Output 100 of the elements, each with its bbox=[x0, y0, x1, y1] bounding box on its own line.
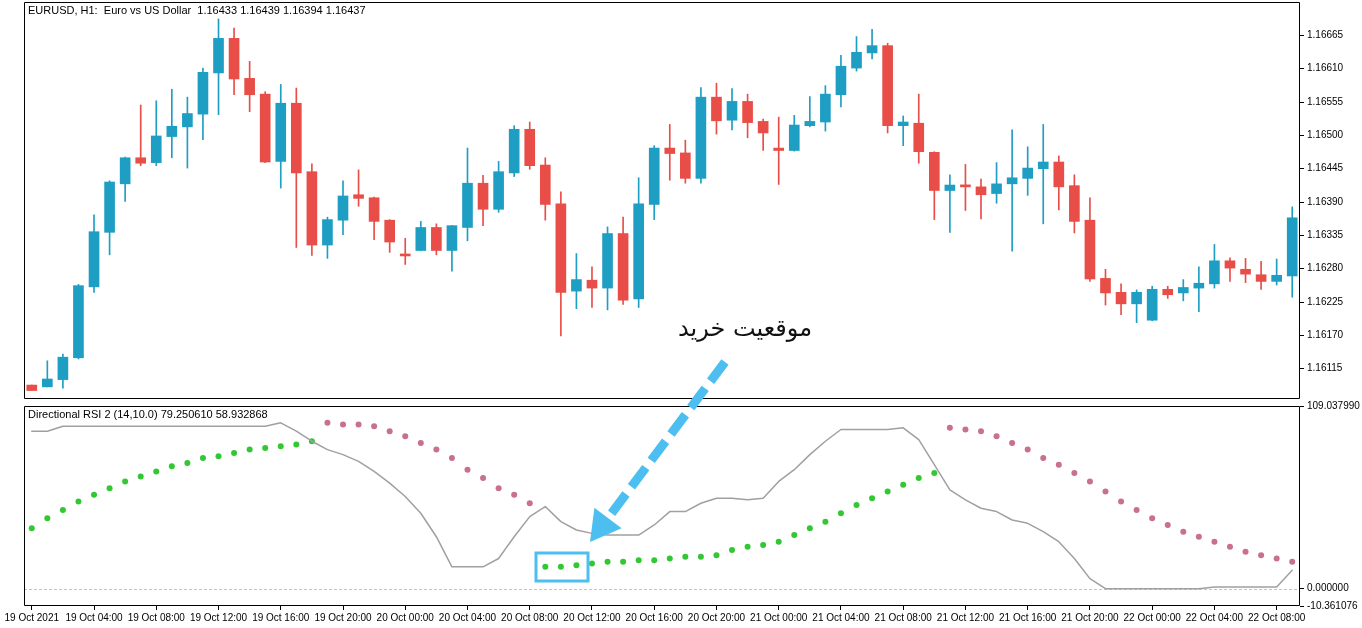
x-tick-label: 19 Oct 12:00 bbox=[189, 611, 248, 623]
candlestick bbox=[804, 96, 816, 128]
point bbox=[495, 485, 502, 492]
x-tick-label: 19 Oct 20:00 bbox=[314, 611, 373, 623]
x-tick-label: 21 Oct 12:00 bbox=[936, 611, 995, 623]
point bbox=[28, 525, 35, 532]
point bbox=[853, 501, 860, 508]
y-tick-label: 1.16335 bbox=[1307, 229, 1344, 241]
point bbox=[884, 488, 891, 495]
point bbox=[184, 460, 191, 467]
point bbox=[822, 518, 829, 525]
point bbox=[946, 424, 953, 431]
point bbox=[1164, 521, 1171, 528]
point bbox=[1195, 533, 1202, 540]
chart-title: Directional RSI 2 (14,10.0) 79.250610 58.932868 bbox=[28, 407, 268, 420]
x-tick-label: 22 Oct 00:00 bbox=[1123, 611, 1182, 623]
point bbox=[557, 563, 564, 570]
point bbox=[1055, 461, 1062, 468]
point bbox=[386, 428, 393, 435]
point bbox=[75, 498, 82, 505]
point bbox=[666, 555, 673, 562]
point bbox=[1024, 446, 1031, 453]
point bbox=[620, 558, 627, 565]
x-tick-label: 20 Oct 00:00 bbox=[376, 611, 435, 623]
y-tick-label: 1.16555 bbox=[1307, 95, 1344, 107]
point bbox=[511, 491, 518, 498]
x-tick-label: 21 Oct 04:00 bbox=[812, 611, 871, 623]
y-tick-label: 1.16280 bbox=[1307, 262, 1344, 274]
point bbox=[806, 525, 813, 532]
candlestick bbox=[944, 174, 956, 233]
point bbox=[355, 421, 362, 428]
point bbox=[231, 449, 238, 456]
point bbox=[137, 473, 144, 480]
point bbox=[168, 463, 175, 470]
point bbox=[91, 491, 98, 498]
point bbox=[480, 475, 487, 482]
y-tick-label: 0.000000 bbox=[1307, 582, 1350, 594]
point bbox=[215, 453, 222, 460]
point bbox=[760, 542, 767, 549]
point bbox=[340, 421, 346, 428]
point bbox=[837, 510, 844, 517]
candlestick bbox=[166, 88, 178, 159]
chart-title: EURUSD, H1: Euro vs US Dollar 1.16433 1.16439 1.16394 1.16437 bbox=[28, 3, 366, 16]
point bbox=[106, 485, 113, 492]
x-tick-label: 21 Oct 08:00 bbox=[874, 611, 933, 623]
candlestick bbox=[897, 115, 909, 146]
y-tick-label: 109.037990 bbox=[1307, 399, 1361, 411]
point bbox=[915, 475, 922, 482]
point bbox=[59, 506, 66, 513]
x-tick-label: 19 Oct 16:00 bbox=[252, 611, 310, 623]
x-tick-label: 19 Oct 04:00 bbox=[65, 611, 124, 623]
point bbox=[573, 562, 580, 569]
x-tick-label: 20 Oct 20:00 bbox=[687, 611, 746, 623]
x-tick-label: 19 Oct 2021 bbox=[4, 611, 60, 623]
point bbox=[697, 553, 704, 560]
point bbox=[1086, 478, 1093, 485]
point bbox=[1133, 506, 1140, 513]
y-tick-label: 1.16225 bbox=[1307, 295, 1344, 307]
point bbox=[448, 454, 455, 461]
x-tick-label: 22 Oct 08:00 bbox=[1248, 611, 1306, 623]
point bbox=[682, 553, 689, 560]
point bbox=[931, 470, 938, 477]
y-tick-label: -10.361076 bbox=[1307, 599, 1359, 611]
candlestick bbox=[1006, 129, 1018, 252]
x-tick-label: 21 Oct 20:00 bbox=[1061, 611, 1119, 623]
candlestick bbox=[1037, 124, 1049, 225]
point bbox=[1102, 488, 1109, 495]
point bbox=[791, 532, 798, 539]
y-tick-label: 1.16390 bbox=[1307, 195, 1344, 207]
point bbox=[962, 426, 969, 433]
point bbox=[1149, 515, 1156, 522]
point bbox=[729, 547, 736, 554]
x-tick-label: 20 Oct 16:00 bbox=[625, 611, 684, 623]
point bbox=[1040, 454, 1047, 461]
y-tick-label: 1.16610 bbox=[1307, 62, 1344, 74]
point bbox=[1258, 552, 1265, 559]
point bbox=[900, 481, 907, 488]
point bbox=[199, 454, 206, 461]
point bbox=[464, 466, 471, 473]
point bbox=[402, 433, 409, 440]
y-tick-label: 1.16500 bbox=[1307, 129, 1344, 141]
point bbox=[775, 538, 782, 545]
y-tick-label: 1.16665 bbox=[1307, 29, 1344, 41]
point bbox=[262, 444, 269, 451]
point bbox=[635, 557, 642, 564]
point bbox=[744, 543, 751, 550]
point bbox=[542, 563, 549, 570]
point bbox=[153, 468, 160, 475]
y-tick-label: 1.16445 bbox=[1307, 162, 1344, 174]
point bbox=[651, 557, 658, 564]
candlestick bbox=[664, 124, 676, 181]
point bbox=[246, 446, 253, 453]
point bbox=[604, 558, 611, 565]
point bbox=[978, 428, 984, 435]
point bbox=[1273, 555, 1280, 562]
point bbox=[122, 478, 129, 485]
candlestick bbox=[135, 104, 147, 166]
point bbox=[44, 515, 51, 522]
x-tick-label: 20 Oct 12:00 bbox=[563, 611, 622, 623]
point bbox=[1118, 498, 1125, 505]
